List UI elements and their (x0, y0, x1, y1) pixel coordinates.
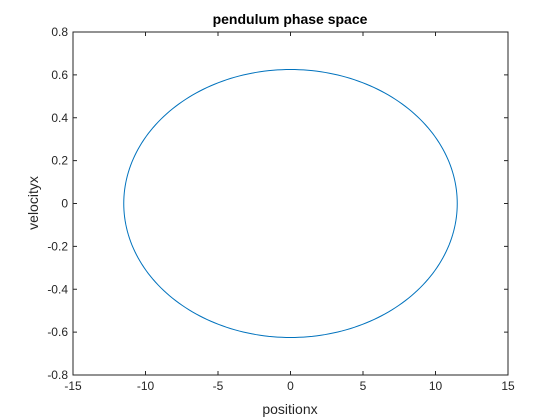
x-tick-label: 15 (501, 379, 515, 393)
y-tick-label: -0.6 (47, 325, 68, 339)
y-tick-label: -0.8 (47, 368, 68, 382)
y-tick-label: -0.4 (47, 282, 68, 296)
plot-area (72, 31, 509, 376)
axes-box (72, 31, 509, 376)
x-axis-ticks: -15 -10 -5 0 5 10 15 (64, 32, 515, 393)
y-tick-label: 0.6 (51, 68, 68, 82)
y-tick-label: 0 (61, 197, 68, 211)
y-tick-label: 0.8 (51, 25, 68, 39)
y-axis-ticks: -0.8 -0.6 -0.4 -0.2 0 0.2 0.4 0.6 0.8 (47, 25, 508, 382)
y-tick-label: 0.4 (51, 111, 68, 125)
x-tick-label: -5 (213, 379, 224, 393)
phase-orbit-line (123, 69, 458, 338)
x-tick-label: -10 (137, 379, 155, 393)
x-tick-label: 5 (360, 379, 367, 393)
x-tick-label: -15 (64, 379, 82, 393)
x-tick-label: 0 (287, 379, 294, 393)
chart-title: pendulum phase space (213, 11, 368, 27)
y-axis-label: velocityx (25, 176, 41, 230)
x-axis-label: positionx (262, 401, 317, 417)
x-tick-label: 10 (429, 379, 443, 393)
y-tick-label: 0.2 (51, 154, 68, 168)
y-tick-label: -0.2 (47, 239, 68, 253)
